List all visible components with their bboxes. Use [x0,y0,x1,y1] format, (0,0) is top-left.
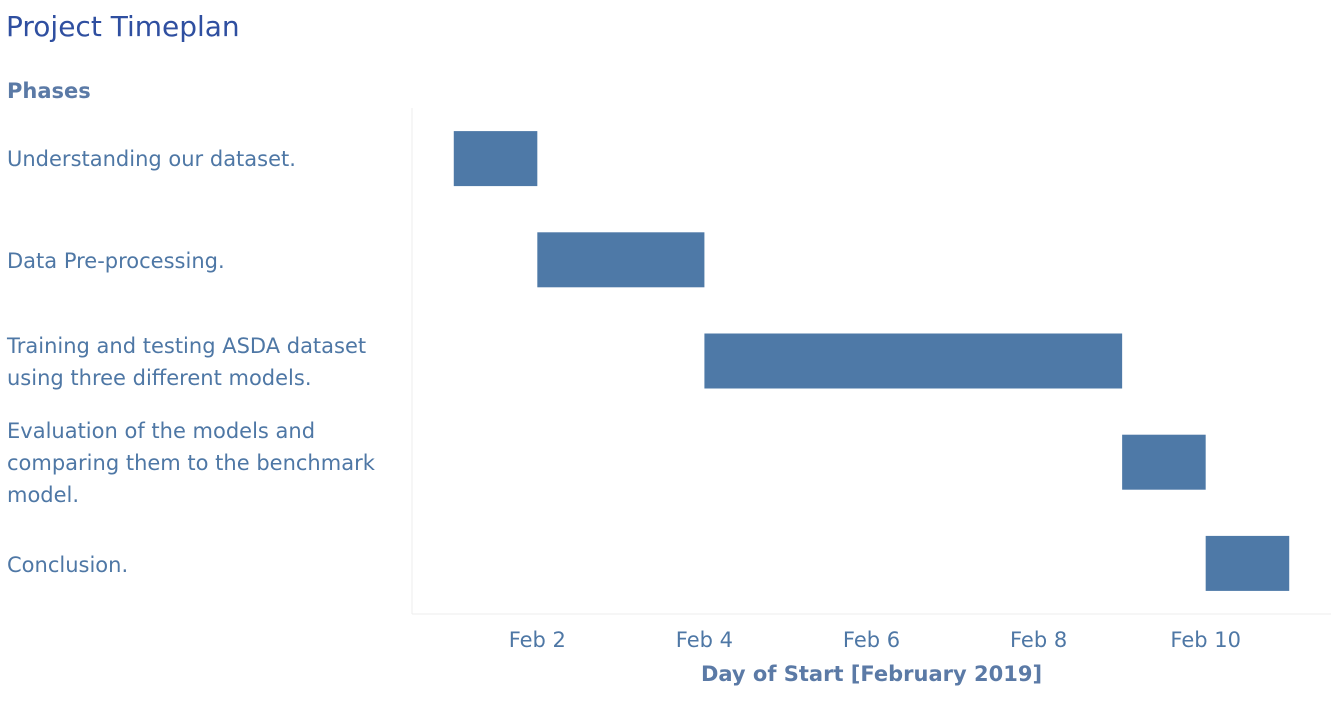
gantt-bar [537,232,705,288]
chart-title: Project Timeplan [6,10,240,43]
phase-label: Evaluation of the models and comparing t… [7,419,375,507]
x-tick-label: Feb 6 [843,628,900,652]
gantt-bar [1205,535,1290,591]
x-tick-label: Feb 8 [1010,628,1067,652]
x-tick-label: Feb 2 [509,628,566,652]
x-tick-label: Feb 4 [676,628,733,652]
gantt-bar [704,333,1123,389]
phase-label: Understanding our dataset. [7,147,296,171]
phase-label: Training and testing ASDA dataset using … [7,334,367,390]
phase-label: Conclusion. [7,553,129,577]
x-tick-label: Feb 10 [1170,628,1241,652]
phases-header: Phases [7,79,91,103]
phase-label: Data Pre-processing. [7,249,225,273]
gantt-bar [453,131,538,187]
x-axis-title: Day of Start [February 2019] [700,662,1043,686]
gantt-bar [1122,434,1206,490]
